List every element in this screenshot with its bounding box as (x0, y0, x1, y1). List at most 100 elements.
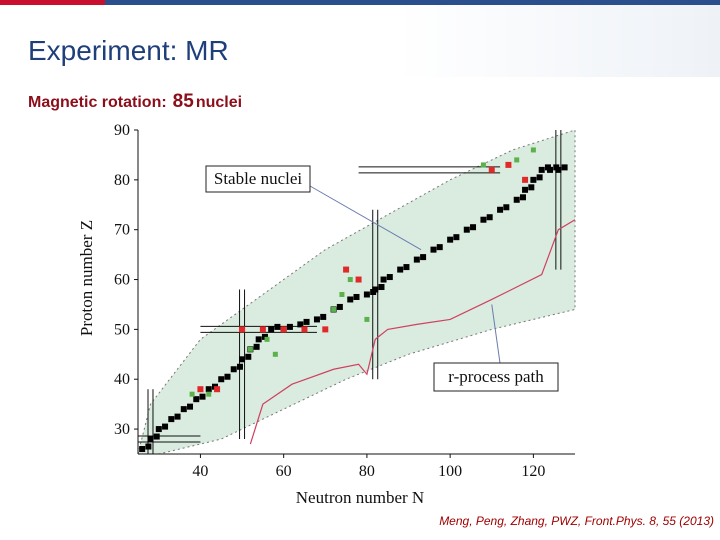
stable-nucleus (436, 244, 443, 251)
stable-nucleus (174, 413, 181, 420)
stable-nucleus (403, 264, 410, 271)
y-tick-label: 30 (114, 421, 130, 438)
y-tick-label: 60 (114, 272, 130, 289)
slide-subtitle: Magnetic rotation: 85 nuclei (28, 91, 242, 113)
stable-nucleus (147, 436, 154, 443)
annotation-rprocess-text: r-process path (448, 367, 544, 386)
stable-nucleus (145, 443, 152, 450)
annotation-stable-arrow (309, 185, 422, 251)
x-tick-label: 40 (192, 463, 208, 480)
mr-nucleus-green (331, 306, 337, 312)
stable-nucleus (519, 194, 526, 201)
annotation-stable-text: Stable nuclei (214, 169, 303, 188)
stable-nucleus (313, 316, 320, 323)
y-tick-label: 40 (114, 371, 130, 388)
stable-nucleus (274, 323, 281, 330)
mr-nucleus-red (343, 266, 350, 273)
mr-nucleus-red (280, 326, 287, 333)
stable-nucleus (538, 166, 545, 173)
nuclide-band (137, 129, 576, 455)
mr-nucleus-red (488, 166, 495, 173)
stable-nucleus (255, 336, 262, 343)
stable-nucleus (230, 366, 237, 373)
stable-nucleus (303, 318, 310, 325)
stable-nucleus (253, 343, 260, 350)
mr-nucleus-red (239, 326, 246, 333)
stable-nucleus (193, 396, 200, 403)
stable-nucleus (162, 423, 169, 430)
stable-nucleus (380, 276, 387, 283)
subtitle-count: 85 (172, 91, 194, 112)
title-area: Experiment: MR (0, 5, 720, 77)
stable-nucleus (528, 184, 535, 191)
mr-nucleus-red (322, 326, 329, 333)
stable-nucleus (320, 313, 327, 320)
stable-nucleus (199, 393, 206, 400)
stable-nucleus (420, 254, 427, 261)
rprocess-path-line (249, 219, 576, 445)
stable-nucleus (218, 376, 225, 383)
y-axis-label: Proton number Z (77, 220, 96, 336)
header-accent-blue (105, 0, 720, 5)
stable-nucleus (522, 186, 529, 193)
stable-nucleus (268, 326, 275, 333)
annotation-rprocess: r-process path (433, 362, 559, 392)
stable-nucleus (530, 176, 537, 183)
axes-layer: 40 60 80 100 120 30 40 50 60 70 80 90 (114, 122, 575, 480)
mr-nucleus-red (522, 176, 529, 183)
stable-nucleus (153, 433, 160, 440)
stable-nucleus (430, 246, 437, 253)
x-axis-label: Neutron number N (296, 488, 424, 507)
stable-nucleus (363, 291, 370, 298)
slide-title: Experiment: MR (28, 35, 229, 66)
mr-nucleus-green (264, 336, 270, 342)
y-tick-label: 80 (114, 172, 130, 189)
stable-nucleus (470, 224, 477, 231)
stable-nucleus (378, 284, 385, 291)
stable-nucleus (397, 266, 404, 273)
mr-nucleus-green (206, 391, 212, 397)
mr-nucleus-red (301, 326, 308, 333)
mr-nucleus-green (189, 391, 195, 397)
stable-nucleus (555, 166, 562, 173)
stable-nucleus (447, 236, 454, 243)
stable-nucleus (536, 174, 543, 181)
stable-nucleus (372, 286, 379, 293)
subtitle-suffix: nuclei (195, 94, 243, 111)
stable-nucleus (336, 303, 343, 310)
annotation-stable: Stable nuclei (205, 165, 311, 193)
mr-nucleus-red (259, 326, 266, 333)
stable-nucleus (347, 296, 354, 303)
mr-nucleus-green (272, 351, 278, 357)
stable-nucleus (180, 406, 187, 413)
x-tick-label: 60 (276, 463, 292, 480)
stable-nucleus (297, 321, 304, 328)
x-tick-label: 120 (521, 463, 545, 480)
stable-nucleus (480, 216, 487, 223)
mr-nucleus-green (364, 316, 370, 322)
stable-nucleus (205, 386, 212, 393)
y-tick-label: 90 (114, 122, 130, 139)
nuclear-chart: 40 60 80 100 120 30 40 50 60 70 80 90 Stable nuclei… (77, 122, 576, 507)
stable-nucleus (168, 416, 175, 423)
subtitle-prefix: Magnetic rotation: (28, 94, 167, 111)
stable-nucleus (497, 206, 504, 213)
header-accent-red (0, 0, 105, 5)
stable-nucleus (236, 363, 243, 370)
mr-nucleus-red (355, 276, 362, 283)
band-layer (137, 129, 576, 455)
stable-nucleus (453, 234, 460, 241)
mr-nucleus-red (197, 386, 204, 393)
stable-nucleus (547, 166, 554, 173)
stable-nucleus (463, 226, 470, 233)
mr-nucleus-green (530, 147, 536, 153)
mr-nucleus-green (514, 157, 520, 163)
y-tick-label: 70 (114, 222, 130, 239)
mr-nucleus-green (247, 346, 253, 352)
stable-nucleus (239, 356, 246, 363)
stable-nucleus (413, 256, 420, 263)
stable-nucleus (245, 353, 252, 360)
stable-nucleus (224, 373, 231, 380)
stable-nucleus (187, 403, 194, 410)
rprocess-layer (249, 219, 576, 445)
